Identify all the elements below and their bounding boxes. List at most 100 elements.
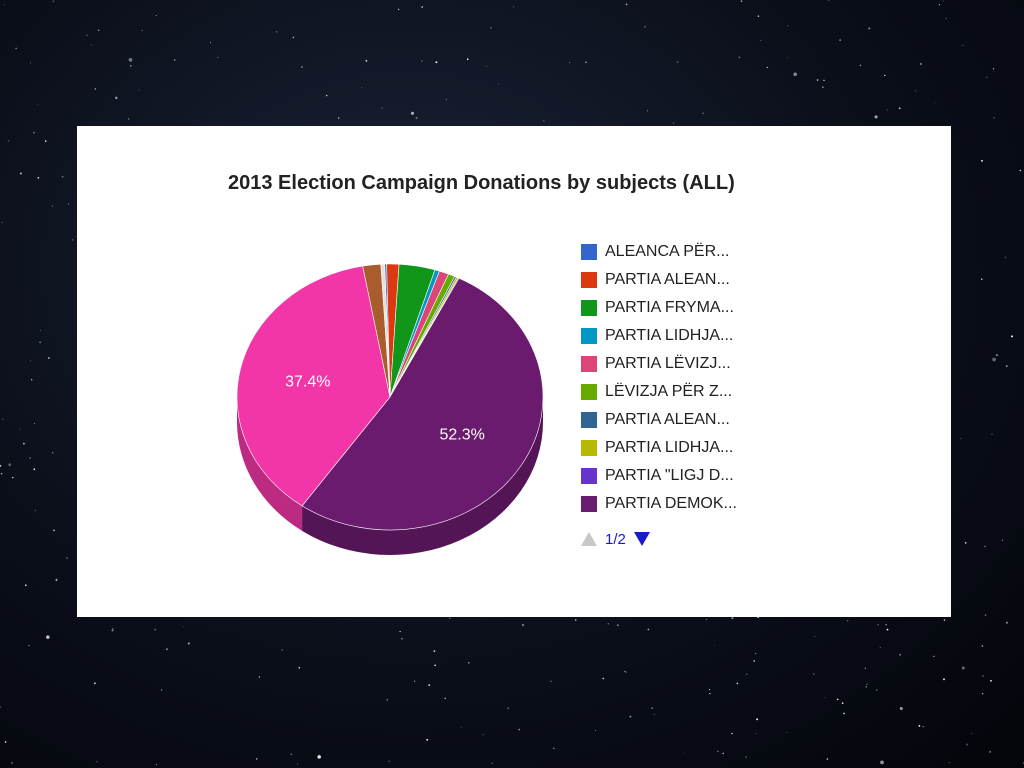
star <box>992 357 996 362</box>
star <box>859 64 862 67</box>
legend-item[interactable]: PARTIA FRYMA... <box>581 294 737 322</box>
star <box>24 584 27 587</box>
star <box>708 688 711 691</box>
star <box>786 57 789 59</box>
star <box>115 96 118 100</box>
star <box>281 649 283 651</box>
next-page-icon[interactable] <box>633 532 650 546</box>
star <box>93 682 96 685</box>
star <box>428 684 431 687</box>
star <box>292 36 295 39</box>
star <box>918 725 921 727</box>
star <box>922 725 925 728</box>
star <box>843 712 845 715</box>
star <box>507 707 510 710</box>
star <box>875 689 878 691</box>
star <box>72 239 74 241</box>
legend-swatch <box>581 328 597 344</box>
pie-slice[interactable] <box>236 265 391 507</box>
legend-item[interactable]: ALEANCA PËR... <box>581 238 737 266</box>
star <box>824 697 826 699</box>
star <box>966 743 969 746</box>
star <box>298 666 301 669</box>
star <box>585 61 587 63</box>
star <box>19 428 21 430</box>
star <box>814 635 816 638</box>
legend-swatch <box>581 412 597 428</box>
star <box>756 718 759 721</box>
star <box>653 714 655 715</box>
star <box>111 629 114 632</box>
star <box>4 741 7 743</box>
star <box>338 117 340 119</box>
star <box>828 0 830 1</box>
pie-slice[interactable] <box>380 263 391 398</box>
star <box>37 103 39 105</box>
star <box>0 472 3 475</box>
star <box>410 111 415 115</box>
star <box>793 72 797 77</box>
star <box>651 707 654 710</box>
star <box>19 172 22 175</box>
star <box>786 731 788 734</box>
star <box>879 646 881 648</box>
star <box>482 734 484 736</box>
pie-slice-side <box>237 397 303 531</box>
star <box>683 752 685 754</box>
star <box>166 648 168 651</box>
star <box>34 423 35 425</box>
pie-slice[interactable] <box>301 277 544 531</box>
legend-item[interactable]: PARTIA ALEAN... <box>581 406 737 434</box>
legend-item[interactable]: PARTIA LËVIZJ... <box>581 350 737 378</box>
legend-label: PARTIA LËVIZJ... <box>605 355 731 372</box>
star <box>52 0 55 3</box>
star <box>326 94 328 97</box>
star <box>602 677 605 680</box>
star <box>381 107 383 109</box>
star <box>2 418 4 420</box>
star <box>33 131 35 134</box>
star <box>0 706 1 708</box>
star <box>66 557 68 559</box>
star <box>96 760 98 763</box>
legend-swatch <box>581 468 597 484</box>
legend-item[interactable]: PARTIA LIDHJA... <box>581 434 737 462</box>
legend-item[interactable]: LËVIZJA PËR Z... <box>581 378 737 406</box>
star <box>1001 539 1003 541</box>
star <box>1019 169 1022 172</box>
star <box>53 529 55 532</box>
star <box>942 0 944 2</box>
star <box>61 175 64 178</box>
star <box>964 542 967 544</box>
legend-item[interactable]: PARTIA DEMOK... <box>581 490 737 518</box>
star <box>388 760 390 763</box>
star <box>943 678 945 681</box>
previous-page-icon[interactable] <box>581 532 597 546</box>
star <box>866 683 868 685</box>
legend-item[interactable]: PARTIA "LIGJ D... <box>581 462 737 490</box>
star <box>874 115 878 119</box>
star <box>0 464 2 467</box>
legend-swatch <box>581 244 597 260</box>
star <box>595 729 597 731</box>
star <box>30 62 31 64</box>
star <box>787 25 789 27</box>
star <box>970 732 972 734</box>
star <box>421 6 423 8</box>
star <box>644 26 646 28</box>
legend-swatch <box>581 356 597 372</box>
star <box>445 99 447 101</box>
star <box>1011 335 1013 338</box>
star <box>886 628 889 631</box>
star <box>981 159 983 162</box>
legend-item[interactable]: PARTIA LIDHJA... <box>581 322 737 350</box>
star <box>574 619 577 621</box>
star <box>365 59 368 62</box>
star <box>868 27 871 30</box>
star <box>154 628 157 631</box>
legend: ALEANCA PËR... PARTIA ALEAN... PARTIA FR… <box>581 238 737 518</box>
star <box>823 79 825 82</box>
star <box>984 545 986 548</box>
page-indicator: 1/2 <box>605 530 626 548</box>
legend-item[interactable]: PARTIA ALEAN... <box>581 266 737 294</box>
